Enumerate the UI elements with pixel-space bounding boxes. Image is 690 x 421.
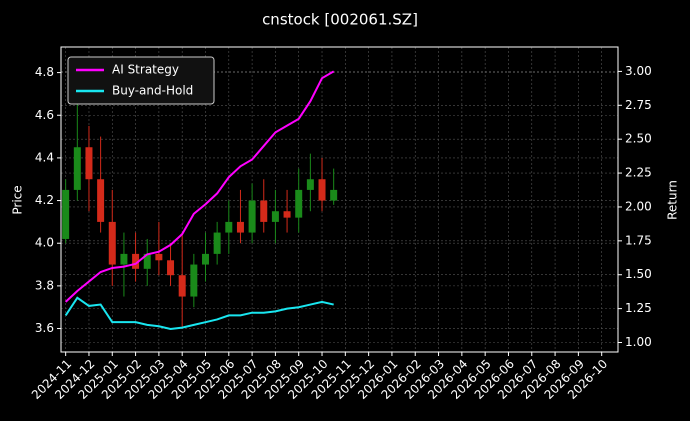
y2-tick-label: 1.25 [625, 301, 652, 315]
candle-body [213, 232, 221, 254]
y2-tick-label: 2.50 [625, 132, 652, 146]
candle-body [62, 189, 70, 239]
candle-body [283, 211, 291, 218]
candle-body [132, 253, 140, 269]
y-tick-label: 4.6 [35, 108, 54, 122]
y2-tick-label: 1.75 [625, 233, 652, 247]
y2-tick-label: 2.00 [625, 199, 652, 213]
y-axis-label: Price [11, 185, 25, 214]
candle-body [178, 275, 186, 297]
candle-body [330, 189, 338, 201]
candle-body [120, 253, 128, 265]
legend-box [67, 56, 215, 105]
candle-body [201, 253, 209, 265]
y-tick-label: 4.0 [35, 236, 54, 250]
candle-body [85, 147, 93, 180]
candle-body [143, 253, 151, 269]
y2-tick-label: 1.00 [625, 335, 652, 349]
candle-body [190, 264, 198, 297]
legend-label: Buy-and-Hold [112, 84, 193, 98]
chart-title: cnstock [002061.SZ] [262, 11, 418, 29]
candle-body [271, 211, 279, 222]
y-tick-label: 4.8 [35, 65, 54, 79]
candle-body [248, 200, 256, 233]
y-tick-label: 3.8 [35, 278, 54, 292]
y2-tick-label: 2.75 [625, 98, 652, 112]
y2-tick-label: 3.00 [625, 64, 652, 78]
y-tick-label: 4.4 [35, 150, 54, 164]
y-tick-label: 3.6 [35, 321, 54, 335]
line-series [64, 70, 335, 303]
candle-body [73, 147, 81, 190]
candle-body [236, 221, 244, 233]
y2-tick-label: 2.25 [625, 166, 652, 180]
legend: AI Strategy Buy-and-Hold [67, 56, 215, 105]
candle-body [260, 200, 268, 222]
candle-body [97, 179, 105, 222]
candle-body [306, 179, 314, 190]
candle-body [108, 221, 116, 265]
candle-body [295, 189, 303, 218]
y-tick-label: 4.2 [35, 193, 54, 207]
y2-axis-label: Return [666, 180, 680, 220]
y2-tick-label: 1.50 [625, 267, 652, 281]
candle-body [318, 179, 326, 201]
candle-body [167, 260, 175, 276]
line-series [64, 296, 334, 330]
candle-body [155, 253, 163, 261]
plot-frame [60, 46, 619, 353]
candle-body [225, 221, 233, 233]
legend-label: AI Strategy [112, 63, 179, 77]
